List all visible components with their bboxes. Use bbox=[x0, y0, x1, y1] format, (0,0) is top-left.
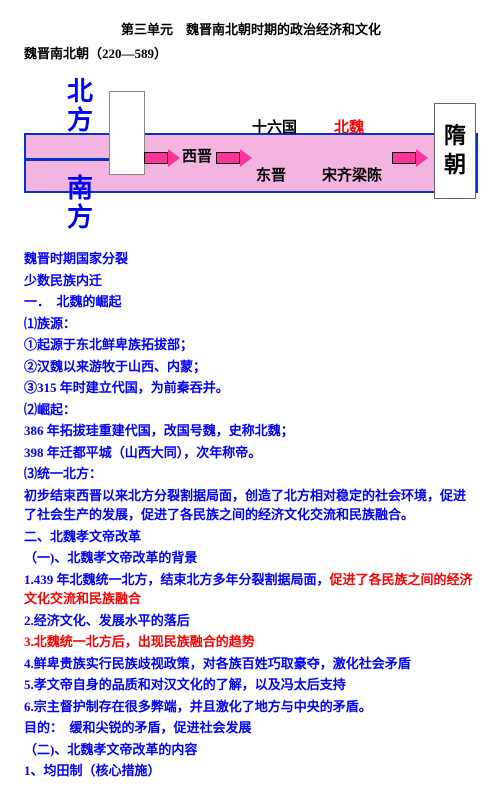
text-line: 3.北魏统一北方后，出现民族融合的趋势 bbox=[24, 632, 478, 652]
text-line: 4.鲜卑贵族实行民族歧视政策，对各族百姓巧取豪夺，激化社会矛盾 bbox=[24, 654, 478, 674]
text-line: 一． 北魏的崛起 bbox=[24, 292, 478, 312]
text-line: 6.宗主督护制存在很多弊端，并且激化了地方与中央的矛盾。 bbox=[24, 697, 478, 717]
beiwei-label: 北魏 bbox=[334, 117, 364, 140]
south-label: 南方 bbox=[66, 175, 94, 232]
text-line: ②汉魏以来游牧于山西、内蒙； bbox=[24, 357, 478, 377]
text-line: ⑶统一北方： bbox=[24, 464, 478, 484]
text-line: 目的： 缓和尖锐的矛盾，促进社会发展 bbox=[24, 718, 478, 738]
text-line: 398 年迁都平城（山西大同），次年称帝。 bbox=[24, 443, 478, 463]
sui-box: 隋 朝 bbox=[434, 103, 476, 199]
arrow-2 bbox=[216, 149, 252, 167]
text-line: ⑴族源： bbox=[24, 314, 478, 334]
text-line: 初步结束西晋以来北方分裂割据局面，创造了北方相对稳定的社会环境，促进了社会生产的… bbox=[24, 486, 478, 525]
text-line: 1、均田制（核心措施） bbox=[24, 761, 478, 781]
dongjin-label: 东晋 bbox=[256, 165, 286, 188]
songqi-label: 宋齐梁陈 bbox=[322, 165, 382, 188]
text-line: ⑵崛起： bbox=[24, 400, 478, 420]
text-line: 5.孝文帝自身的品质和对汉文化的了解，以及冯太后支持 bbox=[24, 675, 478, 695]
text-line: 魏晋时期国家分裂 bbox=[24, 249, 478, 269]
document-content: 魏晋时期国家分裂 少数民族内迁 一． 北魏的崛起 ⑴族源： ①起源于东北鲜卑族拓… bbox=[24, 249, 478, 781]
arrow-3 bbox=[392, 149, 428, 167]
text-line: 少数民族内迁 bbox=[24, 271, 478, 291]
north-label: 北方 bbox=[66, 78, 94, 135]
sui-label-2: 朝 bbox=[444, 151, 466, 180]
period-subtitle: 魏晋南北朝（220—589） bbox=[24, 44, 478, 64]
unit-title: 第三单元 魏晋南北朝时期的政治经济和文化 bbox=[24, 20, 478, 40]
xijin-label: 西晋 bbox=[182, 146, 212, 169]
dynasty-diagram: 北方 南方 西晋 十六国 北魏 东晋 宋齐梁陈 隋 朝 bbox=[24, 73, 478, 233]
shiliuguo-label: 十六国 bbox=[252, 117, 297, 140]
arrow-1 bbox=[144, 149, 180, 167]
left-white-box bbox=[109, 91, 145, 175]
sui-label: 隋 bbox=[444, 122, 466, 151]
text-line: （二)、北魏孝文帝改革的内容 bbox=[24, 740, 478, 760]
text-line: ③315 年时建立代国，为前秦吞并。 bbox=[24, 378, 478, 398]
text-line: ①起源于东北鲜卑族拓拔部； bbox=[24, 335, 478, 355]
text-line: 386 年拓拔珪重建代国，改国号魏，史称北魏； bbox=[24, 421, 478, 441]
text-line: 1.439 年北魏统一北方，结束北方多年分裂割据局面，促进了各民族之间的经济文化… bbox=[24, 570, 478, 609]
text-line: 2.经济文化、发展水平的落后 bbox=[24, 611, 478, 631]
text-line: （一)、北魏孝文帝改革的背景 bbox=[24, 548, 478, 568]
text-span: 1.439 年北魏统一北方，结束北方多年分裂割据局面， bbox=[24, 572, 330, 587]
text-line: 二、北魏孝文帝改革 bbox=[24, 527, 478, 547]
